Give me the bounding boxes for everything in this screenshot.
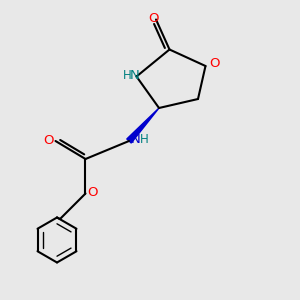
Text: H: H xyxy=(140,133,149,146)
Text: O: O xyxy=(148,11,159,25)
Text: O: O xyxy=(43,134,53,147)
Text: N: N xyxy=(130,69,140,82)
Text: H: H xyxy=(123,69,132,82)
Polygon shape xyxy=(127,108,159,143)
Text: N: N xyxy=(131,133,140,146)
Text: O: O xyxy=(87,186,97,199)
Text: O: O xyxy=(209,57,220,70)
